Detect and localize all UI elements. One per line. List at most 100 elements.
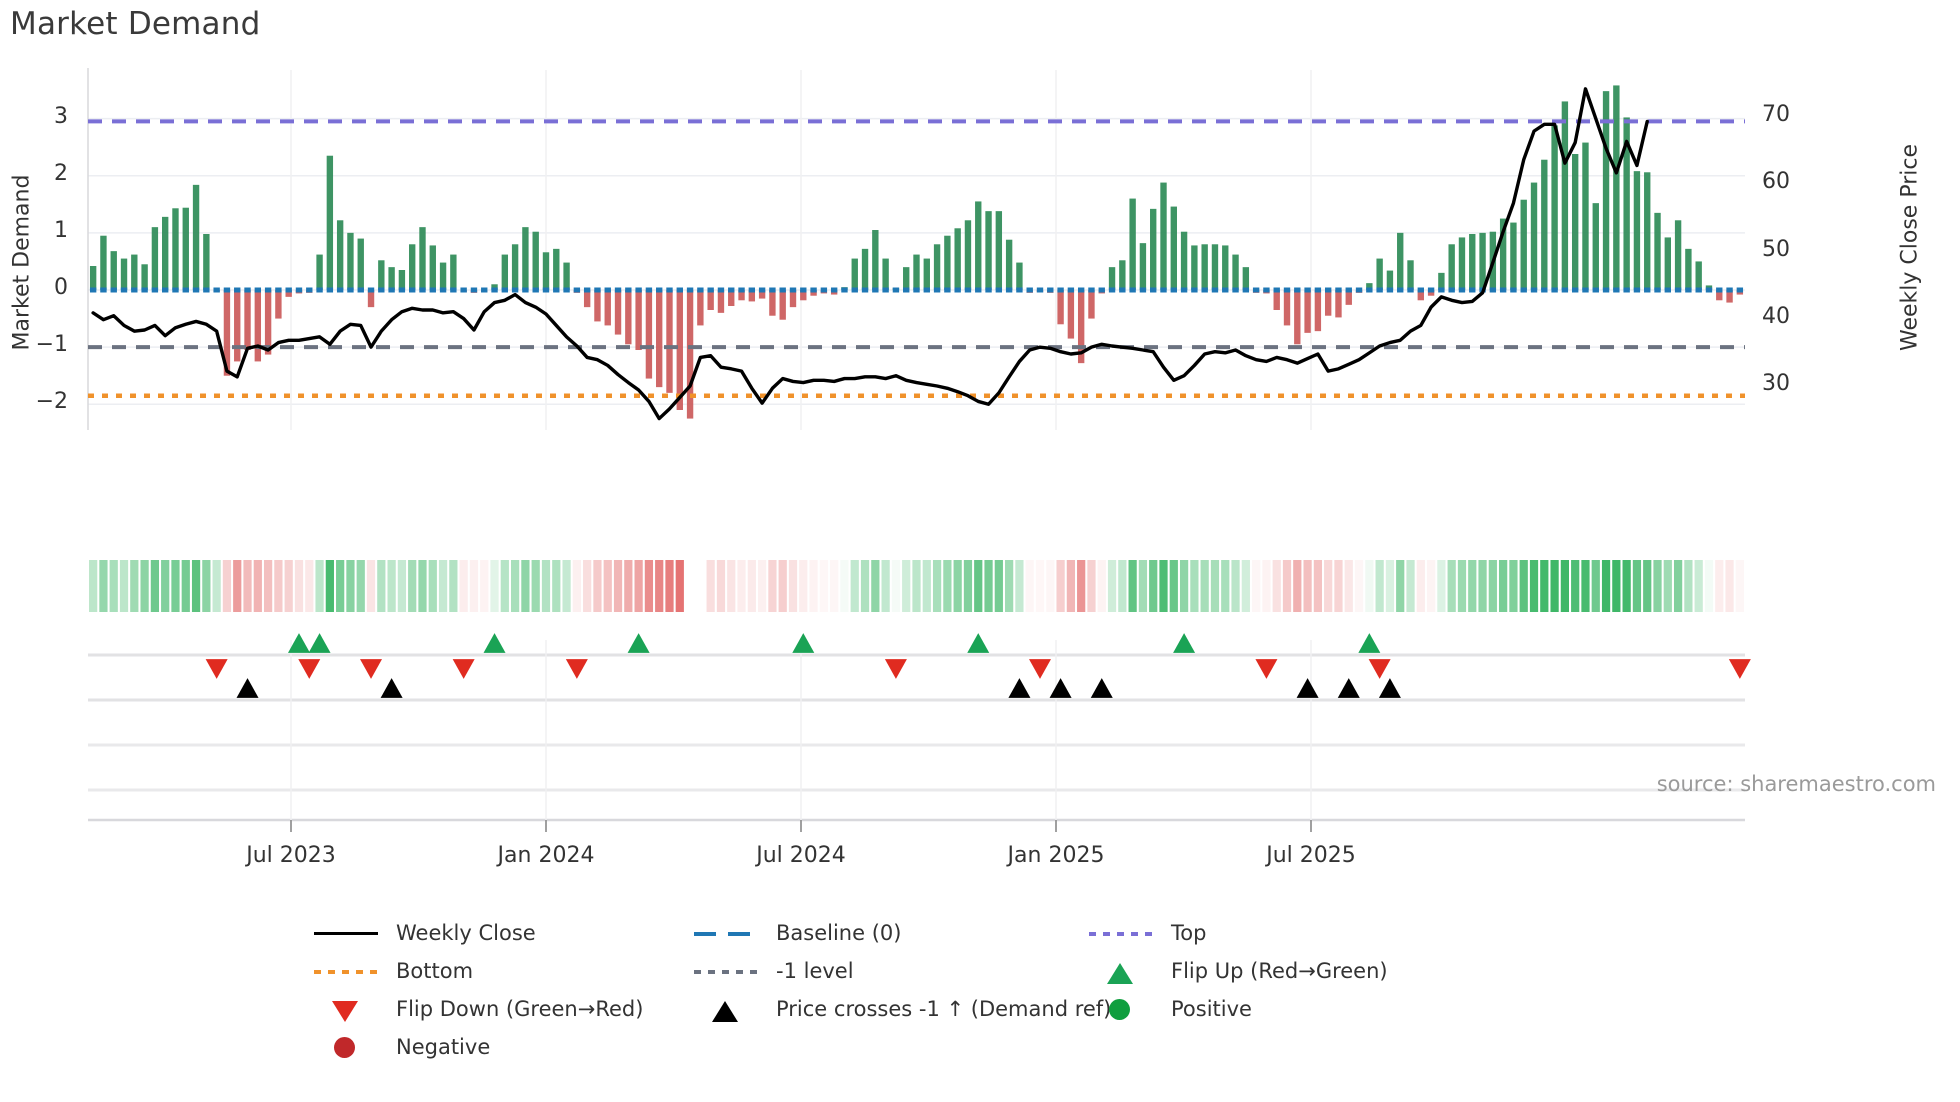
heatmap-cell <box>1128 560 1137 612</box>
demand-bar-positive <box>100 235 107 290</box>
demand-bar-positive <box>861 248 869 290</box>
heatmap-cell <box>1015 560 1024 612</box>
heatmap-cell <box>1200 560 1209 612</box>
baseline-segment <box>419 287 426 293</box>
demand-bar-negative <box>234 290 241 362</box>
demand-bar-negative <box>697 290 704 326</box>
baseline-segment <box>100 287 107 293</box>
legend-item[interactable]: Top <box>1085 918 1206 948</box>
baseline-segment <box>1623 287 1630 293</box>
demand-bar-positive <box>1664 237 1671 290</box>
legend-item[interactable]: Bottom <box>310 956 473 986</box>
baseline-segment <box>1674 287 1682 293</box>
legend-item[interactable]: Weekly Close <box>310 918 536 948</box>
price-cross-up-marker <box>1337 678 1360 698</box>
baseline-segment <box>1644 287 1651 293</box>
demand-bar-negative <box>594 290 601 322</box>
demand-bar-positive <box>542 252 550 290</box>
heatmap-cell <box>418 560 427 612</box>
heatmap-cell <box>1097 560 1106 612</box>
heatmap-cell <box>624 560 633 612</box>
baseline-segment <box>553 287 560 293</box>
flip-up-marker <box>967 633 990 653</box>
legend-item[interactable]: Flip Up (Red→Green) <box>1085 956 1388 986</box>
demand-bar-positive <box>1623 117 1630 291</box>
demand-bar-positive <box>954 228 961 290</box>
heatmap-cell <box>1354 560 1364 612</box>
price-cross-up-marker <box>236 678 259 698</box>
heatmap-cell <box>1704 560 1714 612</box>
demand-bar-positive <box>1674 220 1682 290</box>
baseline-segment <box>1654 287 1661 293</box>
heatmap-cell <box>1488 560 1497 612</box>
baseline-segment <box>1088 287 1095 293</box>
baseline-segment <box>594 287 601 293</box>
baseline-segment <box>1314 287 1322 293</box>
heatmap-cell <box>428 560 437 612</box>
heatmap-cell <box>531 560 540 612</box>
y-axis-right-tick-label: 30 <box>1762 371 1790 397</box>
heatmap-cell <box>593 560 602 612</box>
baseline-segment <box>1541 287 1548 293</box>
flip-down-marker <box>884 659 907 679</box>
heatmap-cell <box>716 560 726 612</box>
legend-item[interactable]: Price crosses -1 ↑ (Demand ref) <box>690 994 1111 1024</box>
heatmap-cell <box>819 560 828 612</box>
demand-bar-positive <box>1119 260 1126 290</box>
heatmap-cell <box>1499 560 1508 612</box>
legend-item[interactable]: Flip Down (Green→Red) <box>310 994 643 1024</box>
baseline-segment <box>1386 287 1394 293</box>
heatmap-cell <box>1591 560 1600 612</box>
demand-bar-positive <box>1469 234 1476 290</box>
baseline-segment <box>1510 287 1517 293</box>
y-axis-right-tick-label: 60 <box>1762 169 1790 195</box>
demand-bar-positive <box>1191 245 1198 290</box>
baseline-segment <box>882 287 889 293</box>
demand-bar-negative <box>583 290 591 308</box>
legend-item[interactable]: Baseline (0) <box>690 918 901 948</box>
heatmap-cell <box>469 560 479 612</box>
heatmap-cell <box>459 560 468 612</box>
demand-bar-positive <box>1448 244 1455 290</box>
flip-down-marker <box>360 659 383 679</box>
demand-bar-positive <box>192 184 200 290</box>
demand-bar-positive <box>491 284 498 290</box>
legend-label: Flip Down (Green→Red) <box>396 997 644 1021</box>
heatmap-cell <box>274 560 283 612</box>
baseline-segment <box>1551 287 1558 293</box>
baseline-segment <box>903 287 910 293</box>
heatmap-cell <box>902 560 911 612</box>
x-axis-tick-label: Jul 2024 <box>756 843 846 868</box>
demand-bar-positive <box>1510 222 1517 290</box>
demand-bar-negative <box>707 290 714 310</box>
baseline-segment <box>1005 287 1013 293</box>
demand-bar-positive <box>1571 154 1579 290</box>
price-cross-up-marker <box>1008 678 1031 698</box>
baseline-segment <box>1067 287 1075 293</box>
baseline-segment <box>1335 287 1342 293</box>
baseline-segment <box>686 287 694 293</box>
heatmap-cell <box>1540 560 1549 612</box>
heatmap-cell <box>377 560 386 612</box>
demand-bar-positive <box>120 258 128 290</box>
heatmap-cell <box>1262 560 1271 612</box>
heatmap-cell <box>1612 560 1621 612</box>
legend-item[interactable]: -1 level <box>690 956 854 986</box>
baseline-segment <box>1726 287 1733 293</box>
baseline-segment <box>1273 287 1280 293</box>
heatmap-cell <box>1272 560 1281 612</box>
flip-down-marker <box>298 659 321 679</box>
y-axis-left-tick-label: 3 <box>54 103 68 129</box>
y-axis-left-tick-label: 0 <box>54 275 68 300</box>
legend-label: Weekly Close <box>396 921 536 945</box>
heatmap-cell <box>346 560 355 612</box>
baseline-segment <box>1571 287 1579 293</box>
baseline-segment <box>162 287 169 293</box>
baseline-segment <box>1191 287 1198 293</box>
heatmap-cell <box>1221 560 1230 612</box>
baseline-segment <box>717 287 725 293</box>
heatmap-cell <box>1447 560 1456 612</box>
legend-item[interactable]: Positive <box>1085 994 1252 1024</box>
legend-item[interactable]: Negative <box>310 1032 490 1062</box>
demand-bar-positive <box>563 262 570 290</box>
